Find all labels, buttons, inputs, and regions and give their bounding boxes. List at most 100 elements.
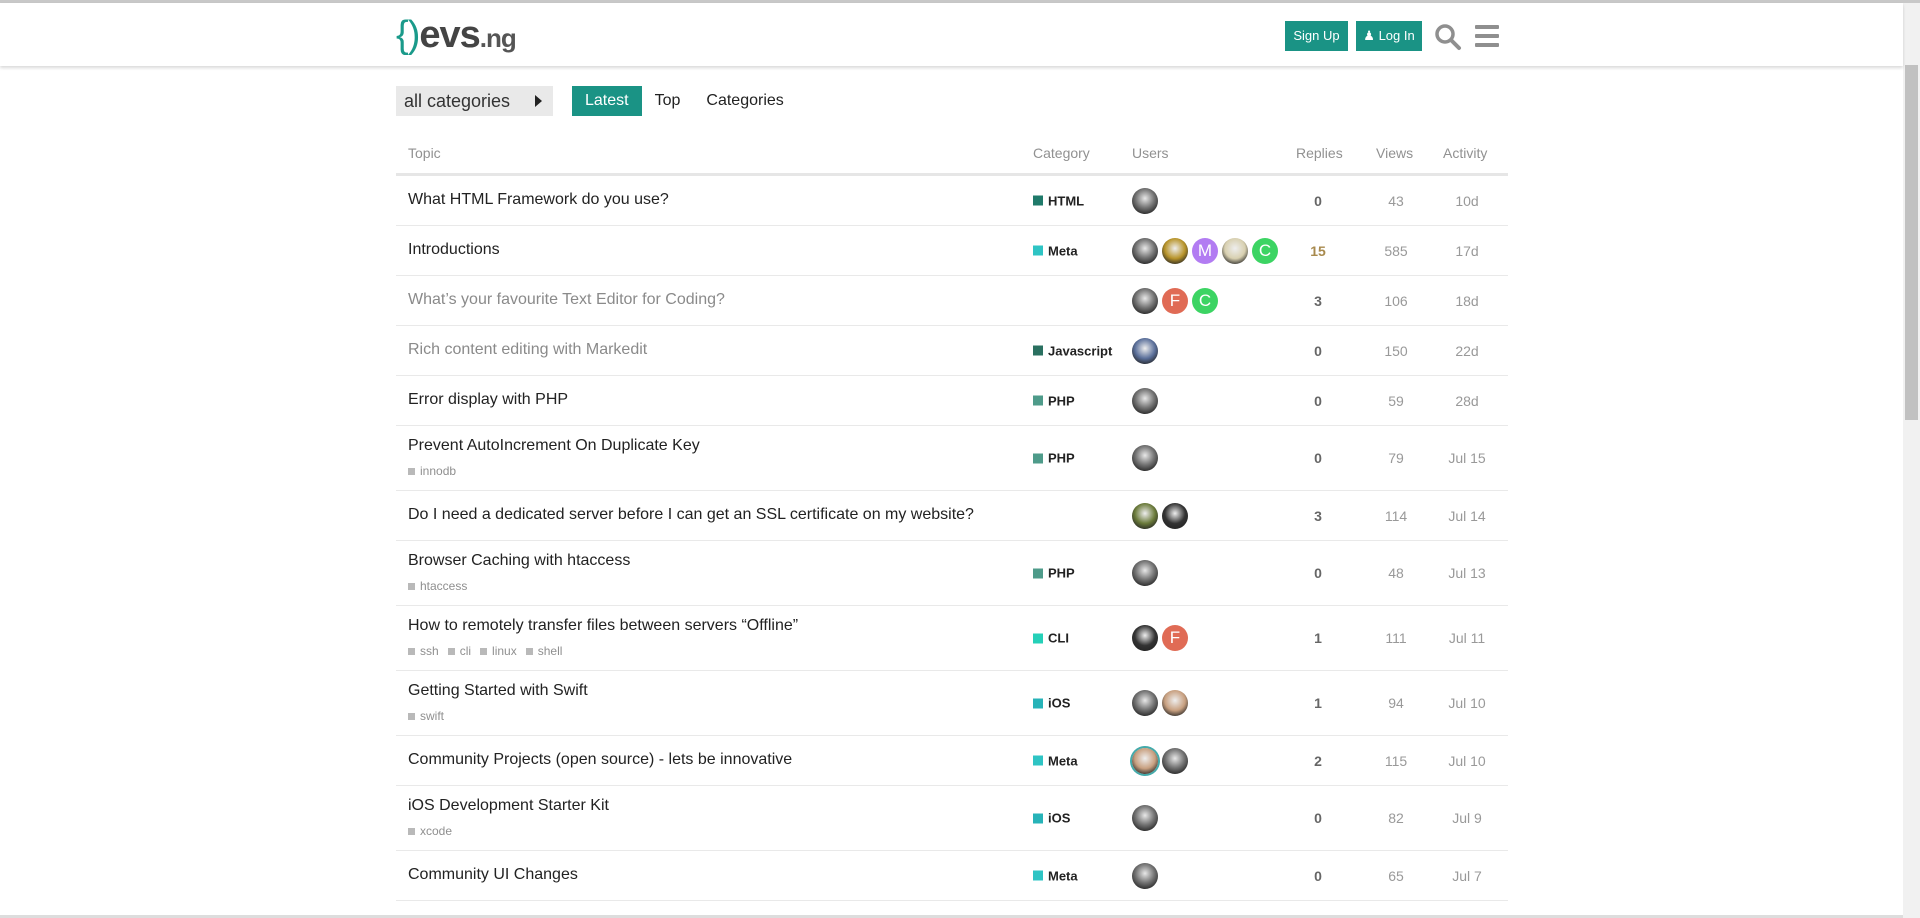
tag-link[interactable]: htaccess — [408, 579, 467, 593]
user-avatar[interactable]: M — [1192, 237, 1218, 264]
topic-title-link[interactable]: Prevent AutoIncrement On Duplicate Key — [408, 437, 700, 454]
category-badge[interactable]: iOS — [1033, 811, 1070, 826]
user-avatar[interactable] — [1222, 237, 1248, 264]
topic-title-link[interactable]: Browser Caching with htaccess — [408, 552, 631, 569]
reply-count[interactable]: 2 — [1314, 752, 1322, 769]
user-avatar[interactable] — [1132, 690, 1158, 716]
last-activity[interactable]: 22d — [1455, 342, 1479, 359]
last-activity[interactable]: Jul 15 — [1448, 450, 1486, 466]
reply-count[interactable]: 0 — [1314, 192, 1322, 209]
topic-title-link[interactable]: Do I need a dedicated server before I ca… — [408, 506, 974, 523]
topic-title-link[interactable]: Introductions — [408, 241, 500, 258]
user-avatar[interactable] — [1132, 237, 1158, 264]
category-badge[interactable]: Meta — [1033, 868, 1078, 883]
column-views[interactable]: Views — [1376, 145, 1414, 161]
category-color-swatch — [1033, 568, 1043, 578]
topic-title-link[interactable]: How to remotely transfer files between s… — [408, 617, 799, 634]
tag-link[interactable]: swift — [408, 709, 444, 723]
category-badge[interactable]: PHP — [1033, 393, 1075, 408]
tab-categories[interactable]: Categories — [706, 92, 784, 109]
user-avatar[interactable]: C — [1252, 237, 1278, 264]
topic-title-link[interactable]: Error display with PHP — [408, 391, 569, 408]
log-in-button[interactable]: ♟ Log In — [1356, 21, 1422, 51]
view-count: 43 — [1388, 192, 1404, 209]
column-activity[interactable]: Activity — [1443, 145, 1488, 161]
user-avatar[interactable] — [1132, 502, 1158, 529]
category-badge[interactable]: Javascript — [1033, 343, 1112, 358]
reply-count[interactable]: 3 — [1314, 507, 1322, 524]
topic-row: Getting Started with Swift swift iOS 1 94 Jul… — [396, 671, 1508, 736]
column-topic[interactable]: Topic — [408, 145, 441, 161]
user-avatar[interactable] — [1132, 625, 1158, 651]
tag-link[interactable]: shell — [526, 644, 563, 658]
topic-title-link[interactable]: What’s your favourite Text Editor for Co… — [408, 291, 725, 308]
column-replies[interactable]: Replies — [1296, 145, 1343, 161]
hamburger-menu-icon[interactable] — [1475, 25, 1499, 47]
topic-title-link[interactable]: Getting Started with Swift — [408, 682, 588, 699]
user-avatar[interactable]: F — [1162, 625, 1188, 651]
tag-link[interactable]: innodb — [408, 464, 456, 478]
user-avatar[interactable] — [1132, 805, 1158, 831]
scrollbar[interactable] — [1903, 3, 1920, 918]
user-avatar[interactable] — [1132, 387, 1158, 414]
user-avatar[interactable] — [1162, 502, 1188, 529]
tag-link[interactable]: ssh — [408, 644, 439, 658]
last-activity[interactable]: 18d — [1455, 292, 1479, 309]
category-badge[interactable]: Meta — [1033, 243, 1078, 258]
reply-count[interactable]: 1 — [1314, 630, 1322, 646]
user-avatar[interactable]: C — [1192, 287, 1218, 314]
user-avatar[interactable] — [1132, 337, 1158, 364]
reply-count[interactable]: 0 — [1314, 565, 1322, 581]
user-avatar[interactable] — [1132, 560, 1158, 586]
user-avatar[interactable] — [1162, 237, 1188, 264]
category-badge[interactable]: CLI — [1033, 631, 1069, 646]
tab-latest[interactable]: Latest — [572, 86, 642, 116]
last-activity[interactable]: 10d — [1455, 192, 1479, 209]
category-badge[interactable]: PHP — [1033, 451, 1075, 466]
scrollbar-thumb[interactable] — [1905, 65, 1918, 420]
last-activity[interactable]: Jul 14 — [1448, 507, 1486, 524]
last-activity[interactable]: Jul 13 — [1448, 565, 1486, 581]
topic-title-link[interactable]: Community UI Changes — [408, 866, 578, 883]
sign-up-button[interactable]: Sign Up — [1285, 21, 1348, 51]
user-avatar[interactable] — [1132, 287, 1158, 314]
user-avatar[interactable] — [1132, 747, 1158, 774]
column-category[interactable]: Category — [1033, 145, 1090, 161]
reply-count[interactable]: 1 — [1314, 695, 1322, 711]
user-avatar[interactable] — [1162, 747, 1188, 774]
user-avatar[interactable]: F — [1162, 287, 1188, 314]
reply-count[interactable]: 0 — [1314, 342, 1322, 359]
reply-count[interactable]: 3 — [1314, 292, 1322, 309]
last-activity[interactable]: Jul 10 — [1448, 752, 1486, 769]
topic-title-link[interactable]: iOS Development Starter Kit — [408, 797, 609, 814]
category-badge[interactable]: Meta — [1033, 753, 1078, 768]
category-badge[interactable]: HTML — [1033, 193, 1084, 208]
last-activity[interactable]: Jul 9 — [1452, 810, 1482, 826]
tag-link[interactable]: linux — [480, 644, 517, 658]
topic-title-link[interactable]: Community Projects (open source) - lets … — [408, 751, 793, 768]
tab-top[interactable]: Top — [654, 92, 681, 109]
category-badge[interactable]: PHP — [1033, 566, 1075, 581]
user-avatar[interactable] — [1132, 862, 1158, 889]
site-logo[interactable]: {)evs.ng — [396, 11, 517, 62]
reply-count[interactable]: 15 — [1310, 242, 1326, 259]
reply-count[interactable]: 0 — [1314, 810, 1322, 826]
reply-count[interactable]: 0 — [1314, 867, 1322, 884]
reply-count[interactable]: 0 — [1314, 392, 1322, 409]
topic-title-link[interactable]: What HTML Framework do you use? — [408, 191, 669, 208]
reply-count[interactable]: 0 — [1314, 450, 1322, 466]
last-activity[interactable]: Jul 7 — [1452, 867, 1482, 884]
user-avatar[interactable] — [1132, 187, 1158, 214]
search-icon[interactable] — [1434, 23, 1462, 51]
category-dropdown[interactable]: all categories — [396, 86, 553, 116]
topic-title-link[interactable]: Rich content editing with Markedit — [408, 341, 648, 358]
tag-link[interactable]: xcode — [408, 824, 452, 838]
user-avatar[interactable] — [1132, 445, 1158, 471]
last-activity[interactable]: Jul 10 — [1448, 695, 1486, 711]
user-avatar[interactable] — [1162, 690, 1188, 716]
category-badge[interactable]: iOS — [1033, 696, 1070, 711]
last-activity[interactable]: 17d — [1455, 242, 1479, 259]
last-activity[interactable]: 28d — [1455, 392, 1479, 409]
tag-link[interactable]: cli — [448, 644, 471, 658]
last-activity[interactable]: Jul 11 — [1448, 630, 1486, 646]
